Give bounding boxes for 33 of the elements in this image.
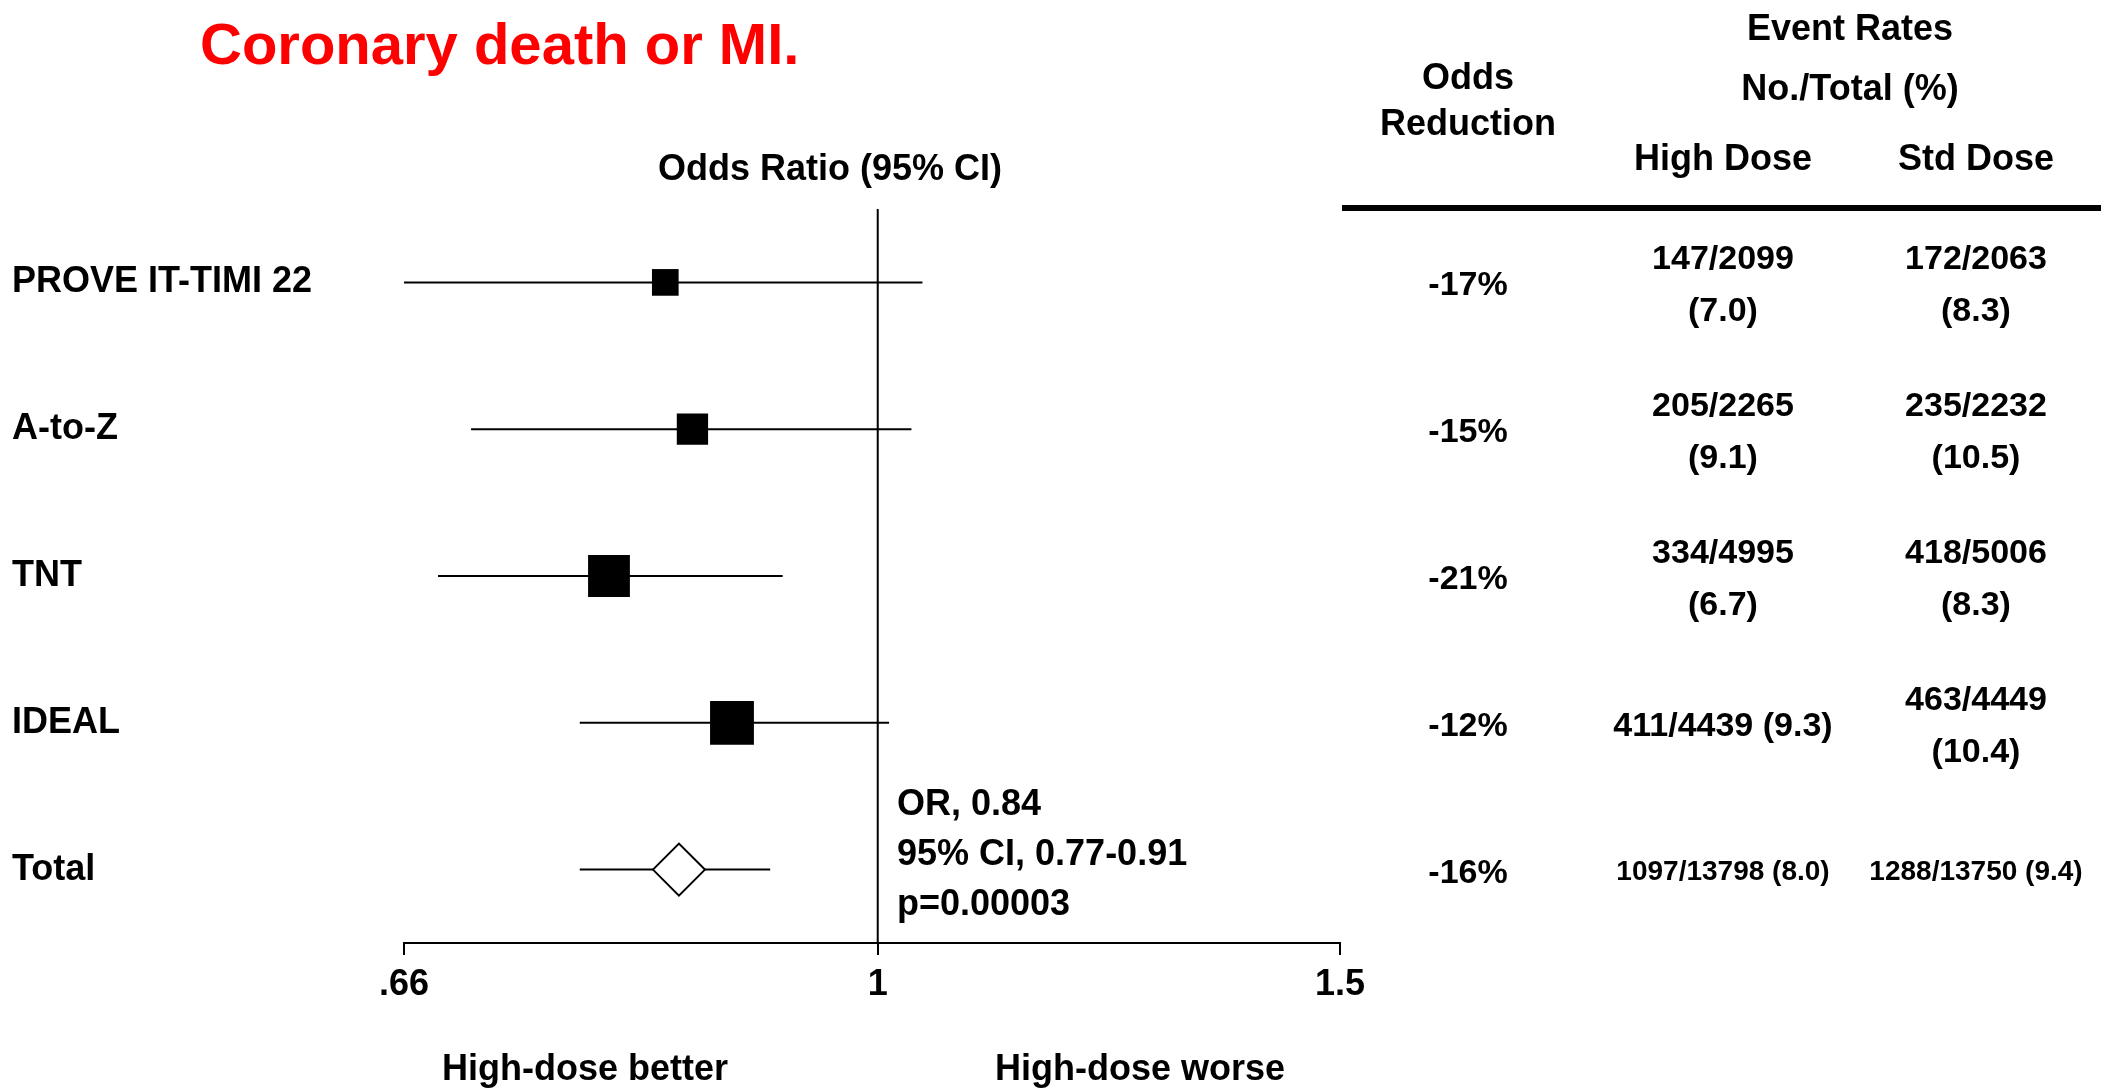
y-tick-label: PROVE IT-TIMI 22 [12, 259, 313, 301]
text: Event Rates [1746, 7, 1954, 49]
text: 334/4995 (6.7) [1652, 532, 1794, 622]
text: -15% [1428, 411, 1508, 449]
text: 1288/13750 (9.4) [1869, 855, 2083, 886]
text: -21% [1428, 558, 1508, 596]
text: -17% [1428, 264, 1508, 302]
text: -12% [1428, 705, 1508, 743]
text: 463/4449 (10.4) [1905, 679, 2047, 769]
text: Odds Ratio (95% CI) [657, 146, 1003, 190]
category-label: High Dose [1633, 136, 1813, 180]
category-label: Std Dose [1897, 136, 2055, 180]
y-tick-label: Total [12, 846, 96, 888]
annotation: OR, 0.84 95% CI, 0.77-0.91 p=0.00003 [897, 781, 1188, 925]
y-tick-label: A-to-Z [12, 406, 118, 448]
text: 1097/13798 (8.0) [1616, 855, 1830, 886]
chart-title: Coronary death or MI. [200, 10, 800, 77]
text: 411/4439 (9.3) [1613, 705, 1833, 743]
x-tick-label: 1.5 [1314, 961, 1366, 1003]
x-tick-label: .66 [378, 961, 430, 1003]
text: 418/5006 (8.3) [1905, 532, 2047, 622]
y-tick-label: IDEAL [12, 699, 120, 741]
text: No./Total (%) [1741, 67, 1959, 109]
text: 172/2063 (8.3) [1905, 238, 2047, 328]
text: 205/2265 (9.1) [1652, 385, 1794, 475]
x-tick-label: 1 [867, 961, 888, 1003]
text: 147/2099 (7.0) [1652, 238, 1794, 328]
text: High-dose worse [994, 1046, 1286, 1090]
category-label: Odds Reduction [1379, 55, 1557, 145]
text: High-dose better [441, 1046, 729, 1090]
text: -16% [1428, 852, 1508, 890]
text: 235/2232 (10.5) [1905, 385, 2047, 475]
y-tick-label: TNT [12, 552, 82, 594]
